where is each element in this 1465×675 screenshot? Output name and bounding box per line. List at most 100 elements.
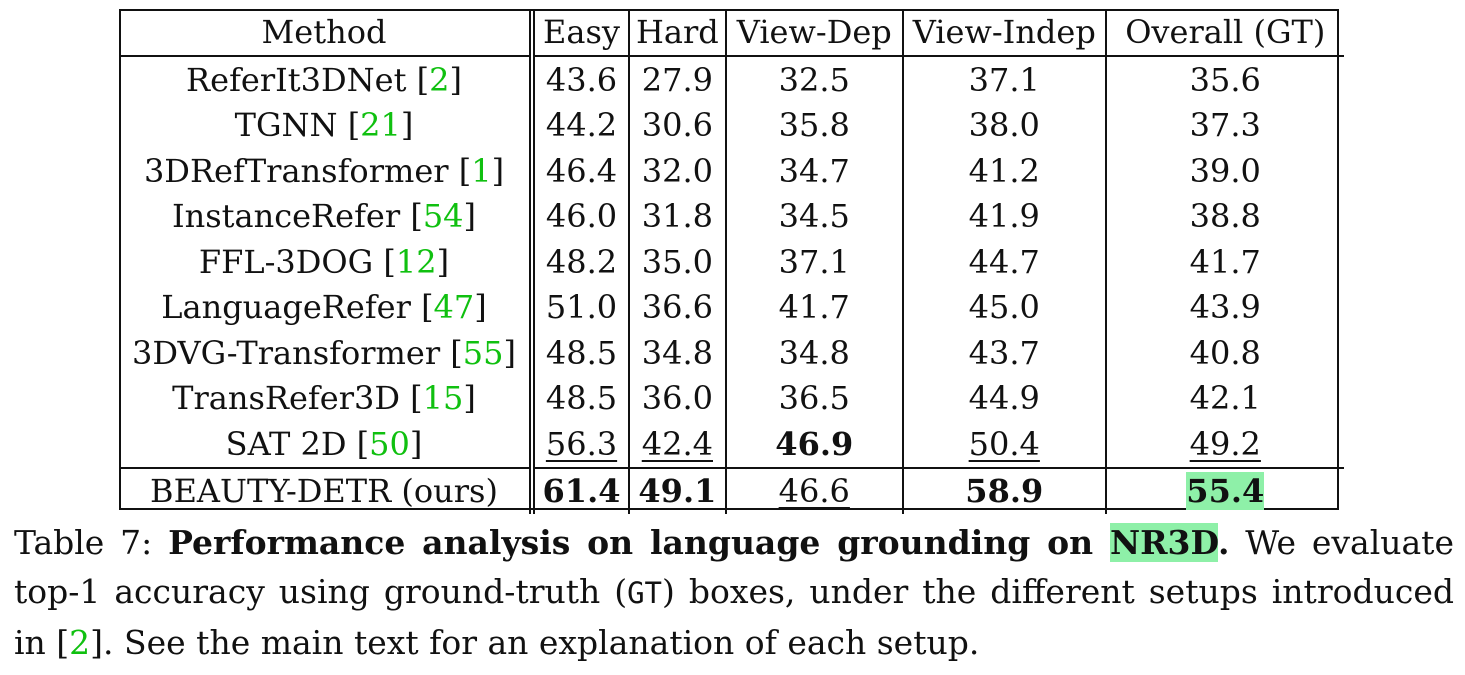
method-cell: TransRefer3D [15] xyxy=(119,375,535,421)
citation-link[interactable]: 1 xyxy=(471,151,492,190)
value-cell: 58.9 xyxy=(902,467,1107,514)
caption-text: ]. See the main text for an explanation … xyxy=(90,623,980,662)
table-row: TGNN [21] 44.2 30.6 35.8 38.0 37.3 xyxy=(119,102,1344,148)
method-name: FFL-3DOG xyxy=(198,242,374,281)
second-best-value: 42.4 xyxy=(641,424,713,463)
value-cell: 46.9 xyxy=(725,421,904,468)
method-name: TransRefer3D xyxy=(172,379,400,418)
citation-link[interactable]: 2 xyxy=(429,60,450,99)
citation-link[interactable]: 21 xyxy=(360,106,401,145)
highlighted-best-value: 55.4 xyxy=(1186,472,1265,511)
table-row: ReferIt3DNet [2] 43.6 27.9 32.5 37.1 35.… xyxy=(119,56,1344,103)
value-cell: 35.6 xyxy=(1189,60,1261,99)
value-cell: 34.8 xyxy=(725,330,904,376)
results-table: Method Easy Hard View-Dep View-Indep Ove… xyxy=(119,9,1344,514)
table-row: 3DVG-Transformer [55] 48.5 34.8 34.8 43.… xyxy=(119,330,1344,376)
method-name: InstanceRefer xyxy=(171,197,401,236)
value-cell: 41.7 xyxy=(725,284,904,330)
method-cell: 3DVG-Transformer [55] xyxy=(119,330,535,376)
value-cell: 27.9 xyxy=(629,56,727,103)
table-caption: Table 7: Performance analysis on languag… xyxy=(14,518,1454,667)
citation-link[interactable]: 47 xyxy=(433,288,475,327)
method-name: ReferIt3DNet xyxy=(186,60,407,99)
table-row: 3DRefTransformer [1] 46.4 32.0 34.7 41.2… xyxy=(119,148,1344,194)
method-cell: SAT 2D [50] xyxy=(119,421,535,468)
caption-title-end: . xyxy=(1217,523,1230,562)
header-hard: Hard xyxy=(629,9,727,56)
best-value: 46.9 xyxy=(775,424,854,463)
value-cell: 42.1 xyxy=(1189,379,1261,418)
best-value: 58.9 xyxy=(965,472,1044,511)
best-value: 49.1 xyxy=(638,472,717,511)
header-view-dep: View-Dep xyxy=(725,9,904,56)
value-cell: 48.5 xyxy=(532,375,630,421)
value-cell: 42.4 xyxy=(629,421,727,468)
table-row: TransRefer3D [15] 48.5 36.0 36.5 44.9 42… xyxy=(119,375,1344,421)
value-cell: 51.0 xyxy=(532,284,630,330)
value-cell: 35.8 xyxy=(725,102,904,148)
citation-link[interactable]: 50 xyxy=(369,424,410,463)
method-cell: ReferIt3DNet [2] xyxy=(119,56,535,103)
value-cell: 36.0 xyxy=(629,375,727,421)
value-cell: 36.5 xyxy=(725,375,904,421)
value-cell: 30.6 xyxy=(629,102,727,148)
value-cell: 49.1 xyxy=(629,467,727,514)
value-cell: 46.4 xyxy=(532,148,630,194)
value-cell: 34.7 xyxy=(725,148,904,194)
header-row: Method Easy Hard View-Dep View-Indep Ove… xyxy=(119,9,1344,56)
value-cell: 37.3 xyxy=(1189,106,1261,145)
value-cell: 40.8 xyxy=(1189,333,1261,372)
value-cell: 38.0 xyxy=(902,102,1107,148)
value-cell: 39.0 xyxy=(1189,151,1261,190)
header-overall: Overall (GT) xyxy=(1125,13,1326,51)
method-cell: BEAUTY-DETR (ours) xyxy=(119,467,535,514)
value-cell: 44.7 xyxy=(902,239,1107,285)
method-name: TGNN xyxy=(234,106,338,145)
header-easy: Easy xyxy=(532,9,630,56)
value-cell: 46.6 xyxy=(725,467,904,514)
caption-text: ) boxes, under the different setups intr… xyxy=(14,572,1454,662)
value-cell: 56.3 xyxy=(532,421,630,468)
second-best-value: 56.3 xyxy=(545,424,618,463)
value-cell: 46.0 xyxy=(532,193,630,239)
value-cell: 45.0 xyxy=(902,284,1107,330)
value-cell: 55.4 xyxy=(1106,468,1344,515)
value-cell: 34.8 xyxy=(629,330,727,376)
citation-link[interactable]: 54 xyxy=(422,197,464,236)
value-cell: 43.6 xyxy=(532,56,630,103)
header-method: Method xyxy=(119,9,535,56)
best-value: 61.4 xyxy=(542,472,621,511)
value-cell: 44.9 xyxy=(902,375,1107,421)
method-cell: InstanceRefer [54] xyxy=(119,193,535,239)
citation-link[interactable]: 2 xyxy=(69,623,91,662)
method-cell: FFL-3DOG [12] xyxy=(119,239,535,285)
second-best-value: 46.6 xyxy=(778,472,850,511)
value-cell: 38.8 xyxy=(1189,197,1261,236)
value-cell: 41.7 xyxy=(1189,242,1261,281)
value-cell: 31.8 xyxy=(629,193,727,239)
citation-link[interactable]: 55 xyxy=(462,333,504,372)
table-row: LanguageRefer [47] 51.0 36.6 41.7 45.0 4… xyxy=(119,284,1344,330)
citation-link[interactable]: 15 xyxy=(422,379,464,418)
caption-text: We evaluate top-1 accuracy using ground-… xyxy=(14,523,1454,611)
value-cell: 41.9 xyxy=(902,193,1107,239)
table-row: InstanceRefer [54] 46.0 31.8 34.5 41.9 3… xyxy=(119,193,1344,239)
value-cell: 32.5 xyxy=(725,56,904,103)
citation-link[interactable]: 12 xyxy=(395,242,437,281)
header-view-indep: View-Indep xyxy=(902,9,1107,56)
value-cell: 49.2 xyxy=(1106,421,1344,468)
method-name: 3DRefTransformer xyxy=(143,151,449,190)
value-cell: 32.0 xyxy=(629,148,727,194)
value-cell: 61.4 xyxy=(532,467,630,514)
value-cell: 48.5 xyxy=(532,330,630,376)
value-cell: 43.7 xyxy=(902,330,1107,376)
value-cell: 37.1 xyxy=(902,56,1107,103)
dataset-highlight: NR3D xyxy=(1109,523,1218,562)
value-cell: 50.4 xyxy=(902,421,1107,468)
method-cell: LanguageRefer [47] xyxy=(119,284,535,330)
second-best-value: 50.4 xyxy=(968,424,1040,463)
table-row: FFL-3DOG [12] 48.2 35.0 37.1 44.7 41.7 xyxy=(119,239,1344,285)
value-cell: 48.2 xyxy=(532,239,630,285)
value-cell: 35.0 xyxy=(629,239,727,285)
value-cell: 44.2 xyxy=(532,102,630,148)
